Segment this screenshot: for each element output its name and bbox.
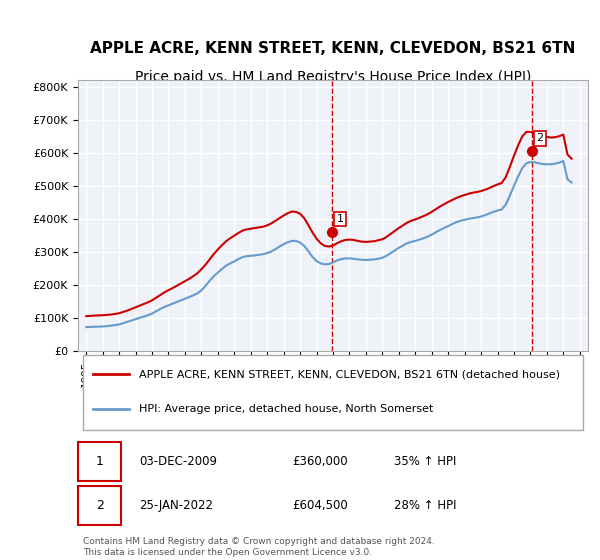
Text: Price paid vs. HM Land Registry's House Price Index (HPI): Price paid vs. HM Land Registry's House …	[135, 69, 531, 83]
Text: APPLE ACRE, KENN STREET, KENN, CLEVEDON, BS21 6TN: APPLE ACRE, KENN STREET, KENN, CLEVEDON,…	[91, 41, 575, 56]
Text: £604,500: £604,500	[292, 499, 348, 512]
Text: 28% ↑ HPI: 28% ↑ HPI	[394, 499, 457, 512]
Text: 2: 2	[536, 133, 544, 143]
Text: 1: 1	[96, 455, 104, 468]
FancyBboxPatch shape	[78, 442, 121, 481]
FancyBboxPatch shape	[83, 355, 583, 430]
Text: 2: 2	[96, 499, 104, 512]
Text: 25-JAN-2022: 25-JAN-2022	[139, 499, 213, 512]
Text: Contains HM Land Registry data © Crown copyright and database right 2024.
This d: Contains HM Land Registry data © Crown c…	[83, 538, 435, 557]
Text: APPLE ACRE, KENN STREET, KENN, CLEVEDON, BS21 6TN (detached house): APPLE ACRE, KENN STREET, KENN, CLEVEDON,…	[139, 369, 560, 379]
FancyBboxPatch shape	[78, 486, 121, 525]
Text: 1: 1	[337, 214, 344, 224]
Text: £360,000: £360,000	[292, 455, 348, 468]
Text: 35% ↑ HPI: 35% ↑ HPI	[394, 455, 457, 468]
Text: 03-DEC-2009: 03-DEC-2009	[139, 455, 217, 468]
Text: HPI: Average price, detached house, North Somerset: HPI: Average price, detached house, Nort…	[139, 404, 434, 414]
